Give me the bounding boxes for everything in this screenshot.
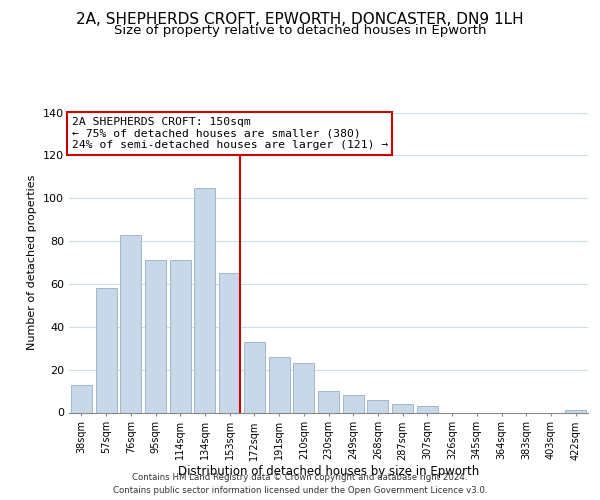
Bar — [367, 400, 388, 412]
Bar — [170, 260, 191, 412]
Bar — [219, 273, 240, 412]
Bar — [318, 391, 339, 412]
Bar — [145, 260, 166, 412]
Text: 2A SHEPHERDS CROFT: 150sqm
← 75% of detached houses are smaller (380)
24% of sem: 2A SHEPHERDS CROFT: 150sqm ← 75% of deta… — [71, 117, 388, 150]
X-axis label: Distribution of detached houses by size in Epworth: Distribution of detached houses by size … — [178, 465, 479, 478]
Y-axis label: Number of detached properties: Number of detached properties — [28, 175, 37, 350]
Bar — [269, 357, 290, 412]
Bar — [194, 188, 215, 412]
Bar — [343, 396, 364, 412]
Bar — [565, 410, 586, 412]
Bar — [392, 404, 413, 412]
Bar — [417, 406, 438, 412]
Text: 2A, SHEPHERDS CROFT, EPWORTH, DONCASTER, DN9 1LH: 2A, SHEPHERDS CROFT, EPWORTH, DONCASTER,… — [76, 12, 524, 28]
Bar — [120, 234, 141, 412]
Text: Size of property relative to detached houses in Epworth: Size of property relative to detached ho… — [114, 24, 486, 37]
Bar — [71, 384, 92, 412]
Bar — [244, 342, 265, 412]
Bar — [293, 363, 314, 412]
Text: Contains HM Land Registry data © Crown copyright and database right 2024.
Contai: Contains HM Land Registry data © Crown c… — [113, 474, 487, 495]
Bar — [95, 288, 116, 412]
